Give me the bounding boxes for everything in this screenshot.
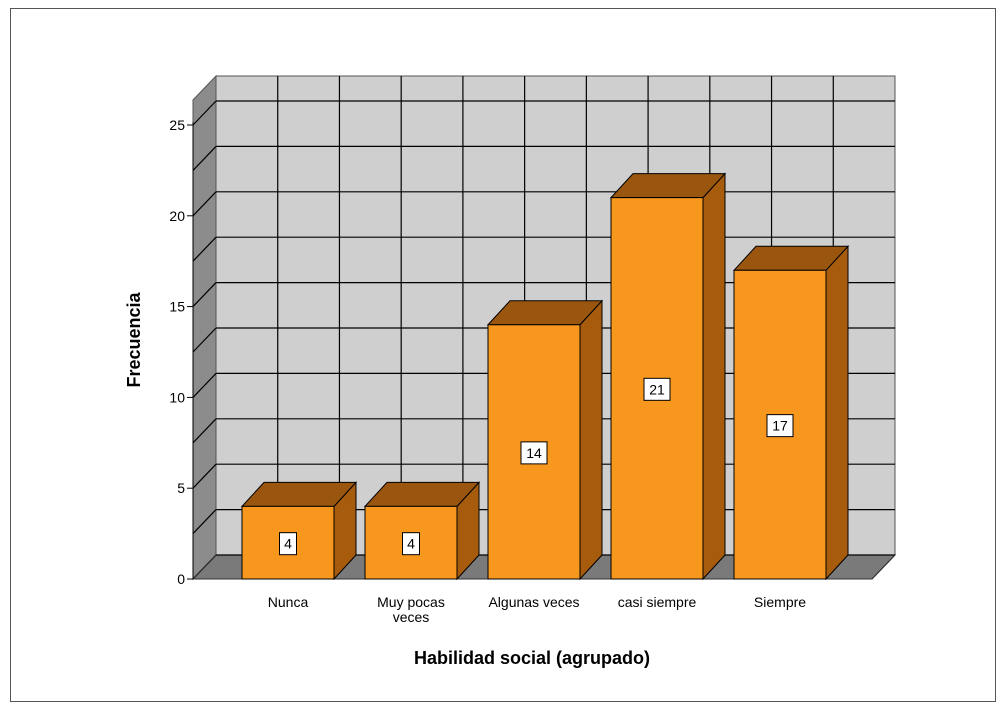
gridline-side [192, 372, 217, 398]
x-category-label: Muy pocas [377, 594, 445, 610]
bar-side [579, 299, 603, 581]
x-category-label: Algunas veces [488, 594, 579, 610]
gridline-side [192, 100, 217, 126]
y-axis-title: Frecuencia [124, 291, 144, 387]
gridline-side [192, 282, 217, 308]
data-label: 21 [649, 381, 665, 397]
bar-side [702, 172, 726, 581]
gridline-side [192, 236, 217, 262]
y-tick-label: 0 [177, 571, 185, 587]
floor-line [192, 554, 217, 580]
side-wall [192, 74, 217, 581]
gridline-side [192, 463, 217, 489]
x-axis-title: Habilidad social (agrupado) [414, 648, 650, 668]
data-label: 17 [772, 418, 788, 434]
y-tick-label: 15 [169, 299, 185, 315]
data-label: 14 [526, 445, 542, 461]
bar: 14 [486, 299, 604, 581]
bar: 21 [609, 172, 727, 581]
bar: 4 [363, 481, 481, 581]
gridline-side [192, 327, 217, 353]
y-tick-label: 20 [169, 208, 185, 224]
bar: 4 [240, 481, 358, 581]
y-tick-label: 25 [169, 117, 185, 133]
gridline-side [192, 145, 217, 171]
data-label-box [279, 532, 297, 556]
y-tick-label: 10 [169, 389, 185, 405]
x-category-label: Nunca [268, 594, 309, 610]
gridline-side [192, 418, 217, 444]
gridline-side [192, 509, 217, 535]
bars: 4 4 14 21 17 [240, 172, 850, 581]
data-label-box [520, 441, 548, 465]
data-label-box [402, 532, 420, 556]
bar: 17 [732, 244, 850, 581]
bar-side [825, 244, 849, 581]
data-label: 4 [407, 536, 415, 552]
data-label-box [766, 414, 794, 438]
gridline-side [192, 191, 217, 217]
floor-line [871, 554, 896, 580]
data-label-box [643, 377, 671, 401]
x-category-label: casi siempre [618, 594, 697, 610]
x-category-label: Siempre [754, 594, 806, 610]
data-label: 4 [284, 536, 292, 552]
y-tick-label: 5 [177, 480, 185, 496]
y-axis-ticks: 0 5 10 15 20 25 [169, 117, 194, 587]
x-category-label: veces [393, 609, 430, 625]
